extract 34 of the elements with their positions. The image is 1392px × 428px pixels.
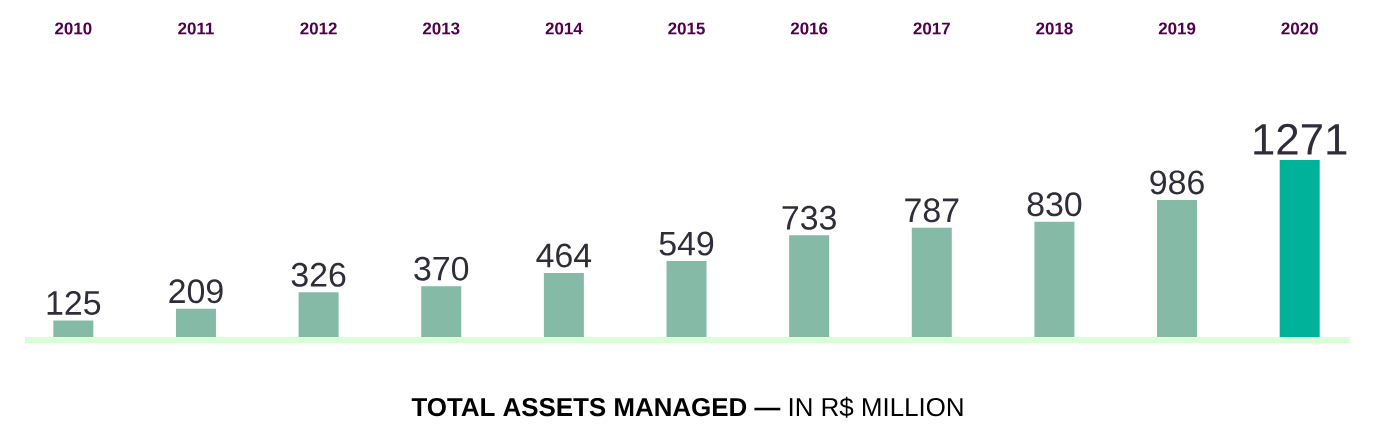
bar xyxy=(1157,199,1198,338)
bar xyxy=(53,320,94,338)
x-tick-label: 2016 xyxy=(790,22,828,35)
bar xyxy=(421,286,462,338)
bar xyxy=(666,261,707,338)
data-label: 1271 xyxy=(1254,123,1347,155)
data-label: 464 xyxy=(536,243,592,268)
data-label: 370 xyxy=(414,256,469,281)
x-tick-label: 2015 xyxy=(668,22,705,35)
x-tick-label: 2013 xyxy=(422,22,460,35)
x-tick-label: 2018 xyxy=(1036,22,1073,35)
data-label: 830 xyxy=(1027,192,1082,217)
x-tick-label: 2011 xyxy=(178,22,214,35)
data-label: 209 xyxy=(169,279,223,304)
bar xyxy=(175,308,216,338)
data-label: 326 xyxy=(291,262,346,287)
x-tick-label: 2014 xyxy=(545,22,583,35)
bar xyxy=(1034,221,1075,338)
bar xyxy=(789,235,830,338)
bar xyxy=(911,227,952,338)
x-tick-label: 2012 xyxy=(300,22,337,35)
data-label: 549 xyxy=(659,231,714,256)
text: TOTAL ASSETS MANAGED — IN R$ MILLION xyxy=(411,396,963,418)
bar xyxy=(1279,160,1320,338)
bar xyxy=(543,273,584,338)
data-label: 787 xyxy=(905,198,959,223)
bar xyxy=(298,292,339,338)
x-tick-label: 2019 xyxy=(1158,22,1196,35)
data-label: 986 xyxy=(1150,170,1204,195)
data-label: 733 xyxy=(782,205,836,230)
x-tick-label: 2017 xyxy=(913,22,950,35)
x-tick-label: 2010 xyxy=(55,22,92,35)
x-tick-label: 2020 xyxy=(1281,22,1318,35)
data-label: 125 xyxy=(47,290,101,315)
